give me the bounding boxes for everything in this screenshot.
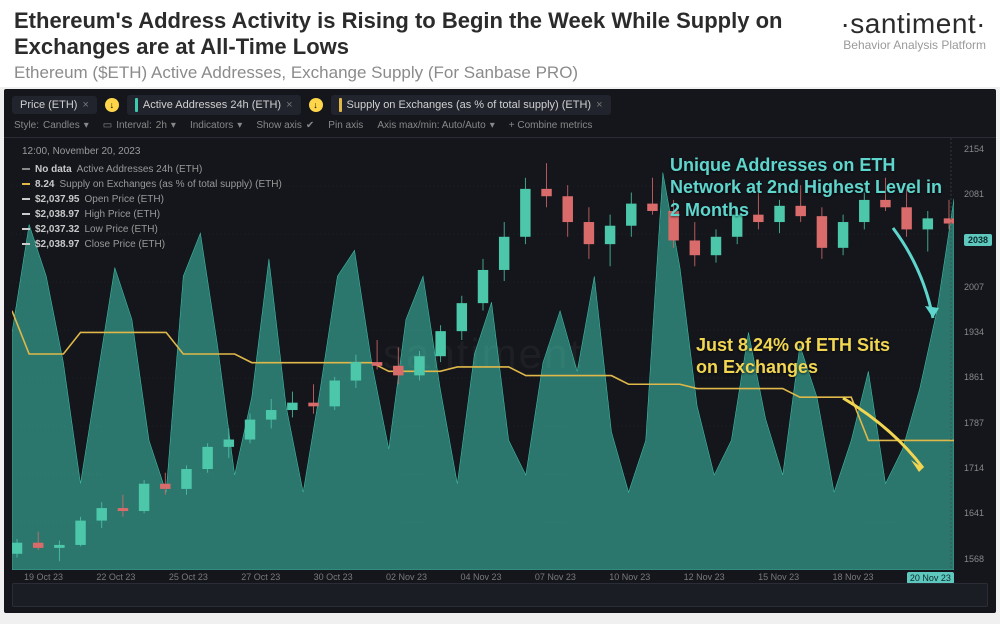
page-subtitle: Ethereum ($ETH) Active Addresses, Exchan… — [14, 63, 820, 83]
axis-minmax-selector[interactable]: Axis max/min: Auto/Auto ▾ — [377, 120, 494, 131]
pin-axis-button[interactable]: Pin axis — [328, 120, 363, 131]
x-tick: 18 Nov 23 — [832, 572, 873, 584]
x-tick: 19 Oct 23 — [24, 572, 63, 584]
interval-selector[interactable]: ▭ Interval: 2h ▾ — [103, 120, 176, 131]
x-tick: 02 Nov 23 — [386, 572, 427, 584]
brand-tagline: Behavior Analysis Platform — [840, 38, 986, 52]
y-tick: 2007 — [964, 282, 992, 292]
x-tick: 27 Oct 23 — [241, 572, 280, 584]
pin-icon[interactable]: ↓ — [309, 98, 323, 112]
tab-supply-exchanges[interactable]: Supply on Exchanges (as % of total suppl… — [331, 95, 611, 115]
y-axis: 2154 2081 2038 2007 1934 1861 1787 1714 1641 1568 — [964, 138, 992, 570]
tooltip-row: $2,038.97 High Price (ETH) — [22, 207, 282, 222]
hover-tooltip: 12:00, November 20, 2023 No data Active … — [22, 144, 282, 252]
style-selector[interactable]: Style: Candles ▾ — [14, 120, 89, 131]
x-tick: 30 Oct 23 — [314, 572, 353, 584]
x-tick: 04 Nov 23 — [460, 572, 501, 584]
x-tick: 20 Nov 23 — [907, 572, 954, 584]
color-swatch-icon — [339, 98, 342, 112]
chevron-down-icon: ▾ — [84, 120, 89, 131]
close-icon[interactable]: × — [82, 99, 88, 111]
chevron-down-icon: ▾ — [490, 120, 495, 131]
close-icon[interactable]: × — [286, 99, 292, 111]
tab-active-addresses[interactable]: Active Addresses 24h (ETH) × — [127, 95, 301, 115]
x-tick: 15 Nov 23 — [758, 572, 799, 584]
minimap-scrubber[interactable] — [12, 583, 988, 607]
y-tick: 2038 — [964, 234, 992, 246]
y-tick: 2154 — [964, 144, 992, 154]
page-title: Ethereum's Address Activity is Rising to… — [14, 8, 820, 61]
x-tick: 12 Nov 23 — [684, 572, 725, 584]
x-tick: 07 Nov 23 — [535, 572, 576, 584]
tooltip-row: $2,037.95 Open Price (ETH) — [22, 192, 282, 207]
chart-area[interactable]: 12:00, November 20, 2023 No data Active … — [12, 138, 954, 570]
x-tick: 10 Nov 23 — [609, 572, 650, 584]
y-tick: 1861 — [964, 372, 992, 382]
color-swatch-icon — [135, 98, 138, 112]
tab-price[interactable]: Price (ETH) × — [12, 96, 97, 114]
y-tick: 2081 — [964, 189, 992, 199]
chart-toolbar: Style: Candles ▾ ▭ Interval: 2h ▾ Indica… — [4, 117, 996, 138]
metric-tabs: Price (ETH) × ↓ Active Addresses 24h (ET… — [4, 89, 996, 117]
y-tick: 1568 — [964, 554, 992, 564]
tooltip-row: 8.24 Supply on Exchanges (as % of total … — [22, 177, 282, 192]
chevron-down-icon: ▾ — [171, 120, 176, 131]
chart-panel: Price (ETH) × ↓ Active Addresses 24h (ET… — [4, 89, 996, 613]
tooltip-timestamp: 12:00, November 20, 2023 — [22, 144, 282, 159]
check-icon: ✔ — [306, 120, 314, 131]
x-tick: 25 Oct 23 — [169, 572, 208, 584]
brand-logo: ·santiment· — [840, 8, 986, 40]
tooltip-row: $2,037.32 Low Price (ETH) — [22, 222, 282, 237]
x-axis: 19 Oct 23 22 Oct 23 25 Oct 23 27 Oct 23 30 O… — [24, 572, 954, 584]
close-icon[interactable]: × — [596, 99, 602, 111]
x-tick: 22 Oct 23 — [96, 572, 135, 584]
interval-icon: ▭ — [103, 120, 112, 131]
tooltip-row: $2,038.97 Close Price (ETH) — [22, 237, 282, 252]
chevron-down-icon: ▾ — [237, 120, 242, 131]
tooltip-row: No data Active Addresses 24h (ETH) — [22, 162, 282, 177]
header: Ethereum's Address Activity is Rising to… — [0, 0, 1000, 87]
y-tick: 1934 — [964, 327, 992, 337]
show-axis-toggle[interactable]: Show axis ✔ — [256, 120, 314, 131]
pin-icon[interactable]: ↓ — [105, 98, 119, 112]
y-tick: 1714 — [964, 463, 992, 473]
y-tick: 1641 — [964, 508, 992, 518]
annotation-supply: Just 8.24% of ETH Sits on Exchanges — [696, 334, 906, 379]
indicators-button[interactable]: Indicators ▾ — [190, 120, 242, 131]
combine-metrics-button[interactable]: + Combine metrics — [509, 120, 593, 131]
y-tick: 1787 — [964, 418, 992, 428]
annotation-addresses: Unique Addresses on ETH Network at 2nd H… — [670, 154, 950, 222]
